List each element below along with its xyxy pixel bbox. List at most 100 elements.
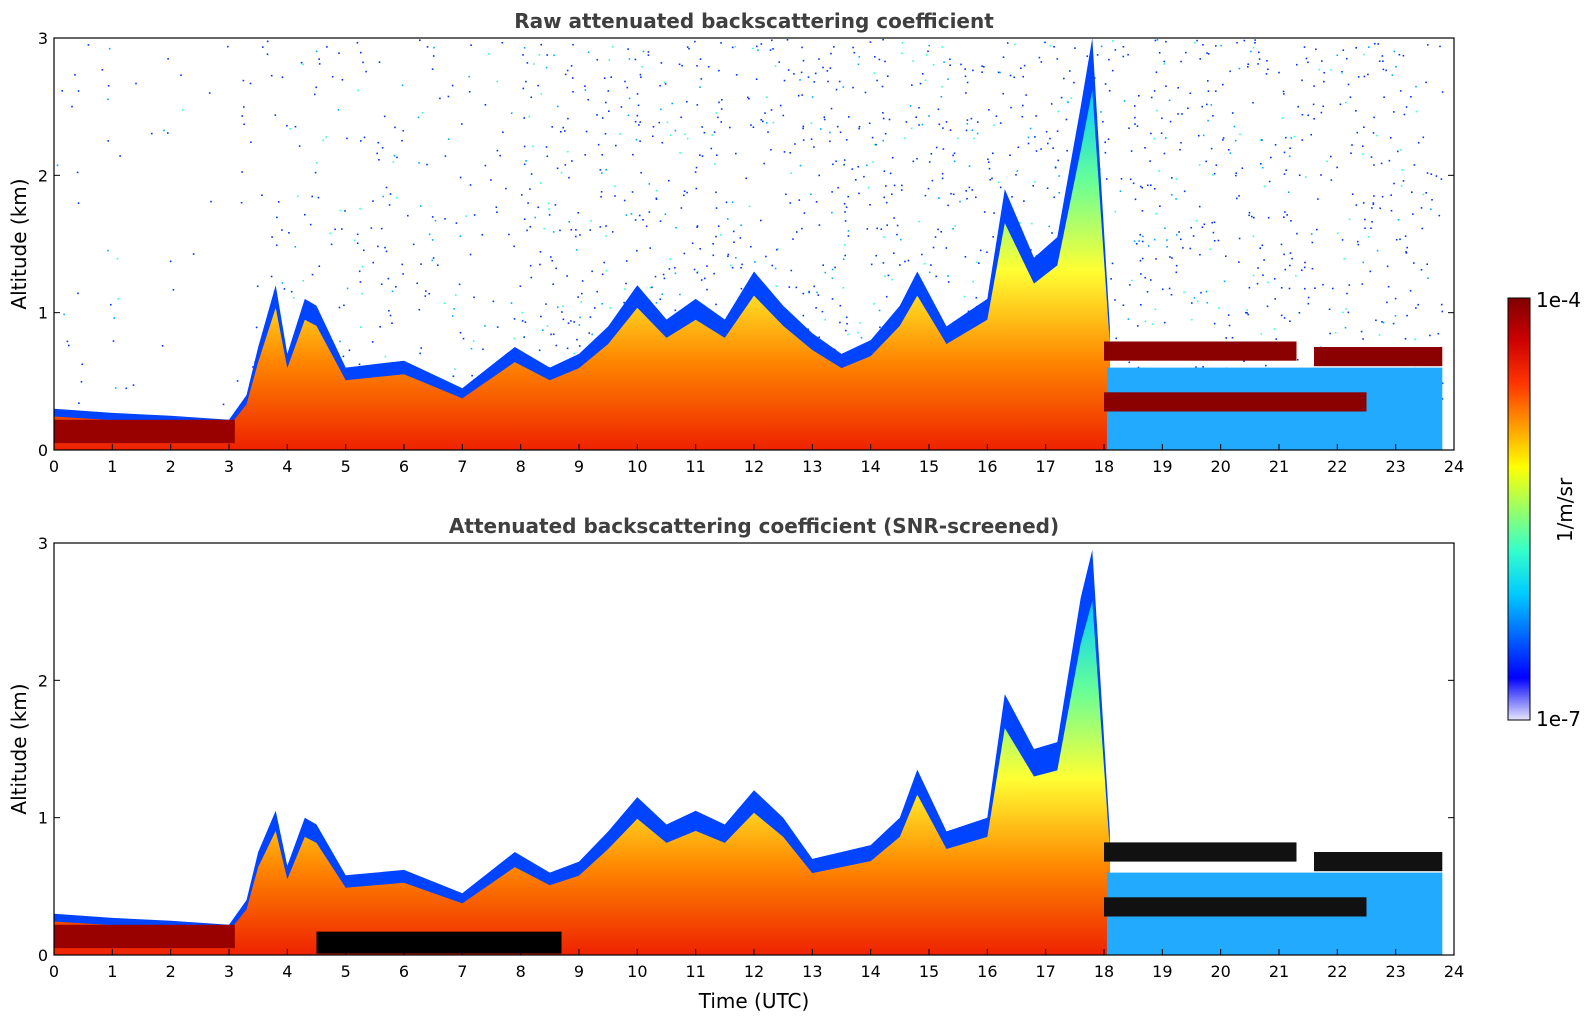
speckle-point <box>930 153 933 155</box>
speckle-point <box>858 127 860 130</box>
speckle-point <box>1349 96 1352 98</box>
speckle-point <box>548 214 551 216</box>
speckle-point <box>1236 41 1238 44</box>
speckle-point <box>794 143 796 145</box>
speckle-point <box>1215 164 1218 166</box>
speckle-point <box>1345 101 1347 104</box>
speckle-point <box>315 50 318 53</box>
speckle-point <box>674 129 677 132</box>
speckle-point <box>426 163 428 166</box>
speckle-point <box>735 74 738 76</box>
speckle-point <box>748 97 750 100</box>
speckle-point <box>387 277 390 280</box>
speckle-point <box>530 96 533 99</box>
speckle-point <box>1128 127 1130 129</box>
speckle-point <box>710 147 713 150</box>
speckle-point <box>402 129 405 132</box>
x-tick-label: 8 <box>516 457 526 476</box>
speckle-point <box>770 148 772 151</box>
speckle-point <box>666 121 669 124</box>
speckle-point <box>842 86 845 88</box>
speckle-point <box>755 78 758 80</box>
speckle-point <box>793 73 795 75</box>
speckle-point <box>1047 142 1049 145</box>
speckle-point <box>701 126 703 128</box>
speckle-point <box>1056 58 1059 60</box>
speckle-point <box>107 249 109 252</box>
speckle-point <box>1201 226 1204 228</box>
speckle-point <box>428 233 431 236</box>
speckle-point <box>469 184 472 186</box>
x-tick-label: 14 <box>860 962 880 981</box>
x-tick-label: 3 <box>224 962 234 981</box>
speckle-point <box>1399 90 1402 92</box>
speckle-point <box>1280 287 1283 289</box>
x-tick-label: 11 <box>685 962 705 981</box>
speckle-point <box>940 96 943 98</box>
speckle-point <box>659 220 662 222</box>
speckle-point <box>1236 197 1238 200</box>
speckle-point <box>775 248 778 251</box>
speckle-point <box>1053 46 1055 48</box>
speckle-point <box>1245 311 1247 314</box>
speckle-point <box>1243 360 1245 363</box>
speckle-point <box>880 228 883 230</box>
speckle-point <box>1176 234 1178 236</box>
speckle-point <box>388 309 390 312</box>
speckle-point <box>266 40 269 43</box>
speckle-point <box>683 190 686 192</box>
speckle-point <box>696 65 698 67</box>
speckle-point <box>1381 195 1384 198</box>
speckle-point <box>1404 235 1407 237</box>
speckle-point <box>389 193 392 195</box>
speckle-point <box>1183 291 1185 294</box>
speckle-point <box>1195 219 1198 222</box>
speckle-point <box>554 204 557 206</box>
speckle-point <box>802 127 804 130</box>
speckle-point <box>799 79 801 81</box>
speckle-point <box>294 246 297 248</box>
speckle-point <box>1210 147 1213 150</box>
speckle-point <box>605 101 607 104</box>
speckle-point <box>594 307 596 309</box>
speckle-point <box>1105 178 1108 180</box>
speckle-point <box>623 199 626 202</box>
speckle-point <box>983 66 985 68</box>
speckle-point <box>77 292 79 295</box>
speckle-point <box>421 112 424 114</box>
speckle-point <box>642 50 645 53</box>
speckle-point <box>163 129 165 132</box>
speckle-point <box>912 160 915 163</box>
speckle-point <box>1212 115 1214 117</box>
speckle-point <box>376 152 378 155</box>
speckle-point <box>1128 361 1131 364</box>
speckle-point <box>1163 60 1165 63</box>
speckle-point <box>1274 298 1276 300</box>
speckle-point <box>696 226 698 228</box>
speckle-point <box>610 76 612 78</box>
speckle-point <box>802 314 805 317</box>
speckle-point <box>686 191 688 194</box>
speckle-point <box>1035 150 1038 152</box>
speckle-point <box>818 336 820 339</box>
speckle-point <box>839 131 842 134</box>
speckle-point <box>1211 221 1213 224</box>
speckle-point <box>624 288 626 290</box>
speckle-point <box>1440 303 1443 306</box>
speckle-point <box>764 112 766 114</box>
speckle-point <box>1382 68 1385 71</box>
speckle-point <box>1348 284 1351 286</box>
speckle-point <box>1422 193 1425 196</box>
speckle-point <box>637 104 640 107</box>
speckle-point <box>550 256 552 258</box>
speckle-point <box>1318 68 1320 71</box>
speckle-point <box>729 264 732 267</box>
speckle-point <box>1282 90 1285 93</box>
speckle-point <box>1356 240 1359 243</box>
speckle-point <box>575 249 578 251</box>
speckle-point <box>74 74 76 76</box>
speckle-point <box>611 231 614 233</box>
speckle-point <box>827 80 829 83</box>
speckle-point <box>454 368 456 370</box>
speckle-point <box>993 124 995 126</box>
